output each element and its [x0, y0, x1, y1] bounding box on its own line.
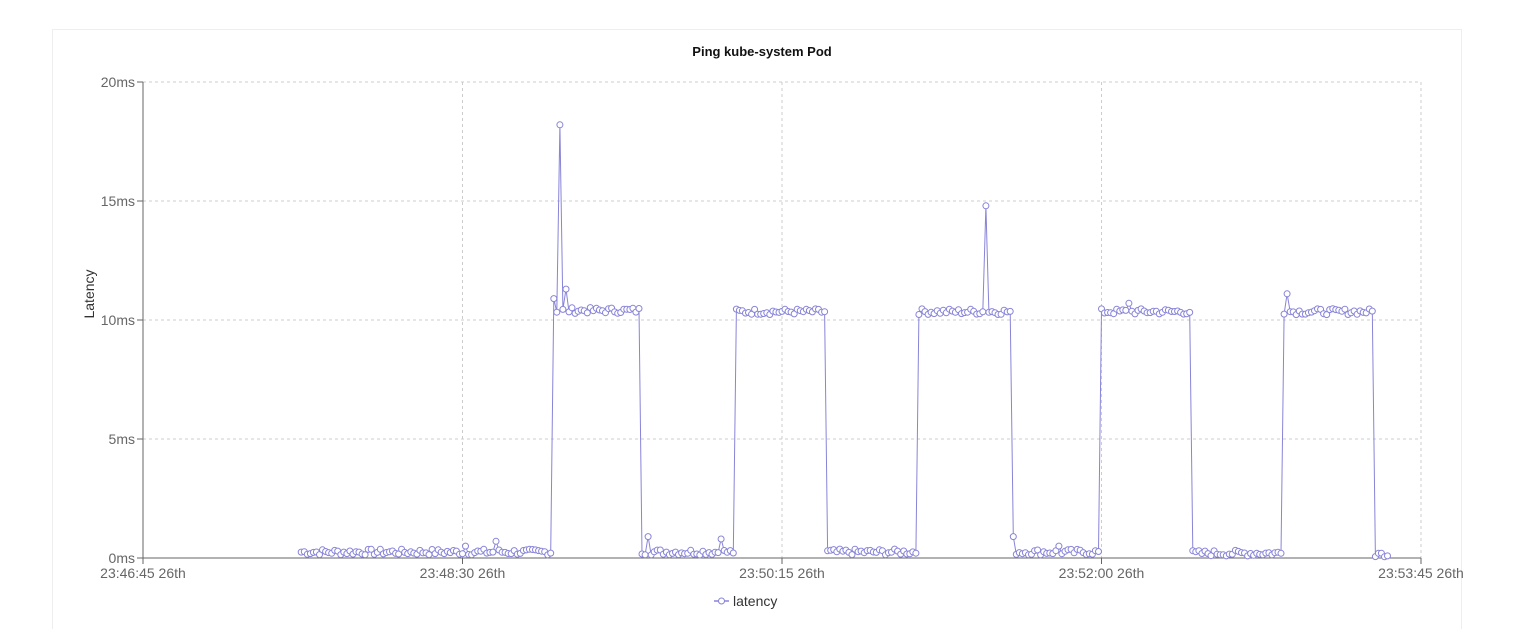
data-point[interactable] — [982, 202, 990, 210]
y-tick-label: 5ms — [109, 431, 135, 447]
legend-point-marker — [718, 597, 725, 605]
data-point[interactable] — [1186, 308, 1194, 316]
data-point[interactable] — [361, 551, 369, 559]
x-tick-label: 23:53:45 26th — [1378, 565, 1464, 581]
data-point[interactable] — [729, 549, 737, 557]
data-point[interactable] — [1368, 307, 1376, 315]
data-point[interactable] — [979, 308, 987, 316]
data-point[interactable] — [641, 551, 649, 559]
data-point[interactable] — [547, 549, 555, 557]
y-axis-label: Latency — [81, 269, 97, 318]
data-point[interactable] — [1323, 311, 1331, 319]
data-point[interactable] — [1280, 310, 1288, 318]
data-point[interactable] — [462, 542, 469, 550]
data-point[interactable] — [562, 285, 570, 293]
legend[interactable]: latency — [714, 593, 777, 609]
data-point[interactable] — [1125, 299, 1133, 307]
data-point[interactable] — [635, 305, 643, 312]
data-point[interactable] — [1122, 306, 1130, 314]
data-point[interactable] — [915, 311, 923, 318]
data-point[interactable] — [1277, 549, 1285, 557]
axes: 0ms 5ms 10ms 15ms 20ms 23:46:45 26th 23:48:30 … — [100, 74, 1464, 581]
y-tick-label: 15ms — [101, 193, 135, 209]
data-point[interactable] — [1341, 305, 1349, 313]
data-point[interactable] — [1006, 307, 1014, 315]
grid-lines — [143, 81, 1422, 558]
data-point[interactable] — [821, 308, 829, 316]
data-point[interactable] — [1034, 546, 1042, 554]
data-point[interactable] — [1009, 533, 1017, 541]
data-point[interactable] — [367, 545, 375, 553]
legend-item-latency[interactable]: latency — [733, 593, 777, 609]
x-tick-label: 23:50:15 26th — [739, 565, 825, 581]
data-point[interactable] — [568, 304, 576, 312]
data-point[interactable] — [556, 121, 564, 129]
x-tick-label: 23:48:30 26th — [420, 565, 506, 581]
chart-title: Ping kube-system Pod — [692, 44, 832, 59]
data-point[interactable] — [559, 305, 567, 313]
data-point[interactable] — [1384, 552, 1391, 560]
x-tick-label: 23:46:45 26th — [100, 565, 186, 581]
y-tick-label: 0ms — [109, 550, 135, 566]
data-point[interactable] — [912, 549, 920, 557]
y-tick-label: 10ms — [101, 312, 135, 328]
data-point[interactable] — [583, 309, 591, 317]
data-point[interactable] — [459, 550, 466, 558]
data-point[interactable] — [717, 535, 725, 543]
data-point[interactable] — [553, 308, 561, 316]
x-tick-label: 23:52:00 26th — [1059, 565, 1145, 581]
chart-card — [52, 29, 1462, 629]
data-point[interactable] — [714, 549, 722, 557]
data-point[interactable] — [848, 551, 856, 559]
series-line-latency — [301, 124, 1388, 558]
data-point[interactable] — [1055, 542, 1063, 550]
data-point[interactable] — [751, 305, 759, 313]
data-point[interactable] — [489, 548, 497, 556]
data-point[interactable] — [1095, 548, 1102, 555]
data-point[interactable] — [1283, 290, 1291, 298]
data-point[interactable] — [550, 295, 558, 303]
data-point[interactable] — [492, 537, 500, 545]
y-tick-label: 20ms — [101, 74, 135, 90]
series-layer — [297, 121, 1391, 561]
data-point[interactable] — [644, 533, 652, 541]
